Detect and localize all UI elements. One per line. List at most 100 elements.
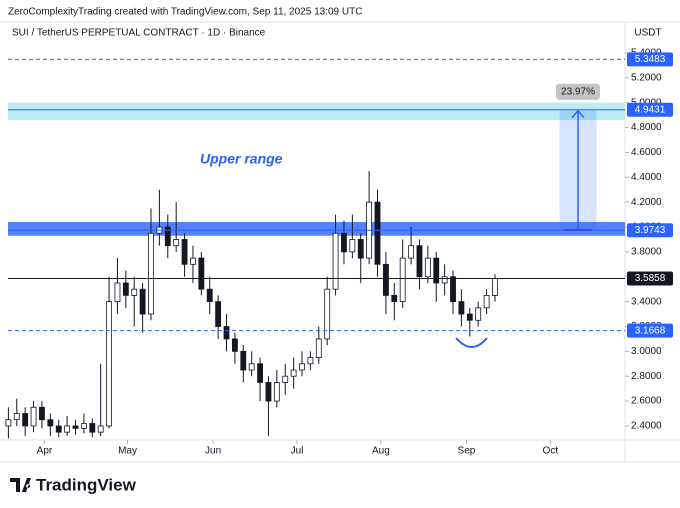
zone bbox=[8, 102, 625, 121]
credit: ZeroComplexityTrading created with Tradi… bbox=[8, 7, 362, 18]
candle-body bbox=[475, 307, 482, 321]
price-badge bbox=[627, 271, 673, 286]
annotation: Upper range bbox=[200, 151, 283, 167]
candle-body bbox=[466, 313, 473, 321]
x-tick-label: Aug bbox=[372, 446, 390, 457]
title-bg bbox=[0, 23, 300, 41]
price-badge-label: 5.3483 bbox=[635, 54, 666, 65]
candle-body bbox=[450, 276, 456, 303]
candle-body bbox=[433, 257, 440, 284]
y-tick-label: 4.6000 bbox=[631, 147, 662, 158]
candle-body bbox=[273, 382, 280, 402]
logo: TradingView bbox=[10, 475, 137, 494]
price-badge-label: 3.1668 bbox=[635, 325, 666, 336]
candle-body bbox=[181, 239, 188, 265]
x-tick-label: Sep bbox=[458, 446, 476, 457]
y-tick-label: 3.8000 bbox=[631, 247, 662, 258]
candle-body bbox=[441, 276, 448, 284]
candle-body bbox=[139, 288, 146, 315]
zone bbox=[8, 222, 625, 236]
candle-body bbox=[374, 201, 381, 265]
candle-body bbox=[349, 239, 356, 253]
candle-body bbox=[408, 245, 414, 259]
candle-body bbox=[324, 288, 331, 340]
candle-body bbox=[416, 245, 423, 278]
candle-body bbox=[80, 423, 87, 429]
price-badge bbox=[627, 52, 673, 67]
price-badge-label: 3.5858 bbox=[635, 273, 666, 284]
candle-body bbox=[215, 301, 222, 327]
y-tick-label: 3.4000 bbox=[631, 296, 662, 307]
x-tick-label: Jun bbox=[205, 446, 221, 457]
candle-body bbox=[206, 288, 213, 303]
candle-body bbox=[22, 413, 29, 427]
candle-body bbox=[106, 301, 112, 427]
y-tick-label: 4.2000 bbox=[631, 197, 662, 208]
candle-body bbox=[89, 423, 96, 433]
plot-area: 23.97% bbox=[5, 58, 625, 439]
candle-body bbox=[299, 363, 305, 371]
candle-body bbox=[315, 338, 322, 358]
y-tick-label: 3.0000 bbox=[631, 346, 662, 357]
candle-body bbox=[492, 278, 498, 296]
candle-body bbox=[30, 406, 37, 427]
measure-arrowhead bbox=[571, 109, 585, 119]
candle-body bbox=[282, 375, 289, 383]
candle-body bbox=[122, 282, 129, 296]
y-tick-label: 5.2000 bbox=[631, 72, 662, 83]
candle-body bbox=[231, 338, 238, 352]
y-tick-label: 4.8000 bbox=[631, 122, 662, 133]
candle-body bbox=[332, 232, 339, 290]
measure-label-bg bbox=[556, 83, 601, 100]
candle-body bbox=[307, 357, 314, 365]
candle-body bbox=[64, 425, 71, 433]
candle-body bbox=[47, 419, 54, 427]
candle-body bbox=[382, 263, 389, 296]
candle-body bbox=[391, 295, 398, 303]
candle-body bbox=[357, 239, 364, 259]
candle-body bbox=[458, 301, 465, 315]
candle-body bbox=[341, 232, 347, 253]
candle-body bbox=[399, 257, 406, 303]
candle-body bbox=[55, 425, 62, 433]
x-tick-label: Oct bbox=[543, 446, 559, 457]
price-badge bbox=[627, 323, 673, 338]
candle-body bbox=[173, 239, 180, 247]
price-badge-label: 3.9743 bbox=[635, 225, 666, 236]
price-badge-label: 4.9431 bbox=[635, 104, 666, 115]
candle-body bbox=[72, 425, 79, 429]
candle-body bbox=[97, 425, 104, 433]
candle-body bbox=[223, 326, 230, 340]
x-tick-label: Jul bbox=[291, 446, 304, 457]
y-axis-label: USDT bbox=[634, 28, 661, 39]
arc-marker bbox=[455, 337, 488, 348]
y-tick-label: 2.8000 bbox=[631, 371, 662, 382]
candle-body bbox=[424, 257, 431, 278]
logo-icon bbox=[10, 478, 31, 492]
candle-body bbox=[265, 382, 272, 402]
candle-body bbox=[290, 369, 297, 377]
candle-body bbox=[483, 295, 490, 309]
candle-body bbox=[164, 226, 171, 247]
candle-body bbox=[114, 282, 121, 303]
candle-body bbox=[257, 363, 263, 383]
measure-label: 23.97% bbox=[561, 86, 595, 97]
candle-body bbox=[148, 232, 154, 315]
candle-body bbox=[131, 288, 138, 296]
candle-body bbox=[13, 413, 20, 421]
y-tick-label: 4.4000 bbox=[631, 172, 662, 183]
candle-body bbox=[5, 419, 12, 427]
candle-body bbox=[240, 350, 247, 371]
y-tick-label: 2.6000 bbox=[631, 396, 662, 407]
candle-body bbox=[190, 257, 196, 265]
logo-text: TradingView bbox=[36, 475, 137, 494]
x-tick-label: May bbox=[118, 446, 137, 457]
candle-body bbox=[39, 406, 45, 421]
price-badge bbox=[627, 223, 673, 238]
candle-body bbox=[248, 363, 255, 371]
chart-title: SUI / TetherUS PERPETUAL CONTRACT · 1D ·… bbox=[12, 28, 266, 39]
price-badge bbox=[627, 102, 673, 117]
x-tick-label: Apr bbox=[37, 446, 53, 457]
candle-body bbox=[198, 257, 205, 290]
